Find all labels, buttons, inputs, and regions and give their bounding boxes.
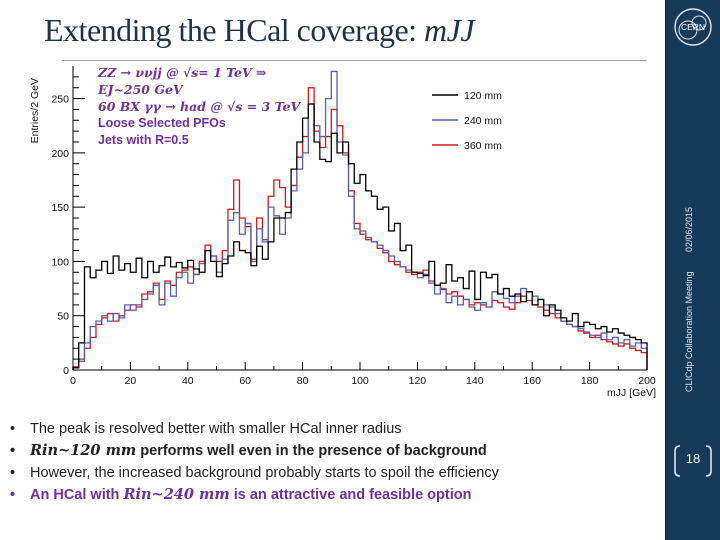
y-tick-label: 50: [57, 311, 69, 323]
meeting-date: 02/06/2015: [684, 206, 694, 252]
y-tick-label: 200: [51, 148, 69, 160]
legend-label: 240 mm: [464, 115, 502, 127]
legend-label: 120 mm: [464, 90, 502, 102]
x-tick-label: 120: [409, 375, 427, 387]
y-axis-label: Entries/2 GeV: [29, 78, 41, 143]
bullet-list: The peak is resolved better with smaller…: [8, 418, 658, 506]
y-tick-label: 100: [51, 256, 69, 268]
legend-label: 360 mm: [464, 140, 502, 152]
annotation-line-5: Jets with R=0.5: [98, 133, 189, 147]
annotation-line-3: 60 BX γγ → had @ √s = 3 TeV: [98, 99, 301, 114]
x-tick-label: 140: [466, 375, 484, 387]
x-tick-label: 20: [125, 375, 137, 387]
annotation-line-1: ZZ → ννjj @ √s= 1 TeV ⇒: [98, 65, 267, 80]
bullet-tail: is an attractive and feasible option: [229, 487, 472, 503]
bullet-text: The peak is resolved better with smaller…: [30, 421, 402, 437]
y-tick-label: 250: [51, 94, 69, 106]
bullet-item: The peak is resolved better with smaller…: [8, 418, 658, 440]
x-tick-label: 0: [70, 375, 76, 387]
bullet-lead: Rin~240 mm: [123, 486, 230, 503]
bullet-item: However, the increased background probab…: [8, 462, 658, 484]
title-variable: mJJ: [424, 12, 475, 48]
bullet-text: performs well even in the presence of ba…: [136, 443, 487, 459]
meeting-name: CLICdp Collaboration Meeting: [684, 271, 694, 392]
x-tick-label: 60: [239, 375, 251, 387]
x-tick-label: 160: [523, 375, 541, 387]
bullet-text: An HCal with: [30, 487, 124, 503]
page-number-bracket: [674, 445, 712, 477]
series-120-mm-line: [72, 103, 648, 370]
title-prefix: Extending the HCal coverage:: [44, 12, 425, 48]
sidebar-border: [665, 0, 666, 540]
cern-logo: CERN: [674, 8, 712, 46]
plot-annotation: ZZ → ννjj @ √s= 1 TeV ⇒ EJ~250 GeV 60 BX…: [98, 64, 300, 149]
bullet-item: Rin~120 mm performs well even in the pre…: [8, 440, 658, 462]
x-tick-label: 100: [351, 375, 369, 387]
x-tick-label: 80: [297, 375, 309, 387]
annotation-line-2: EJ~250 GeV: [98, 82, 183, 97]
bullet-lead: Rin~120 mm: [30, 442, 137, 459]
title-underline: [62, 60, 647, 61]
annotation-line-4: Loose Selected PFOs: [98, 116, 226, 130]
x-tick-label: 40: [182, 375, 194, 387]
bullet-item: An HCal with Rin~240 mm is an attractive…: [8, 484, 658, 506]
x-tick-label: 180: [581, 375, 599, 387]
y-tick-label: 0: [63, 365, 69, 377]
x-tick-label: 200: [638, 375, 656, 387]
bullet-text: However, the increased background probab…: [30, 465, 499, 481]
y-tick-label: 150: [51, 202, 69, 214]
page-number: 18: [685, 451, 701, 466]
cern-logo-text: CERN: [681, 22, 705, 32]
x-axis-label: mJJ [GeV]: [607, 387, 656, 399]
series-240-mm-line: [72, 70, 648, 370]
mjj-histogram-chart: 120 mm 240 mm 360 mm 0 20 40 60 80 100 120 140 160…: [29, 66, 656, 399]
slide-title: Extending the HCal coverage: mJJ: [44, 12, 475, 49]
